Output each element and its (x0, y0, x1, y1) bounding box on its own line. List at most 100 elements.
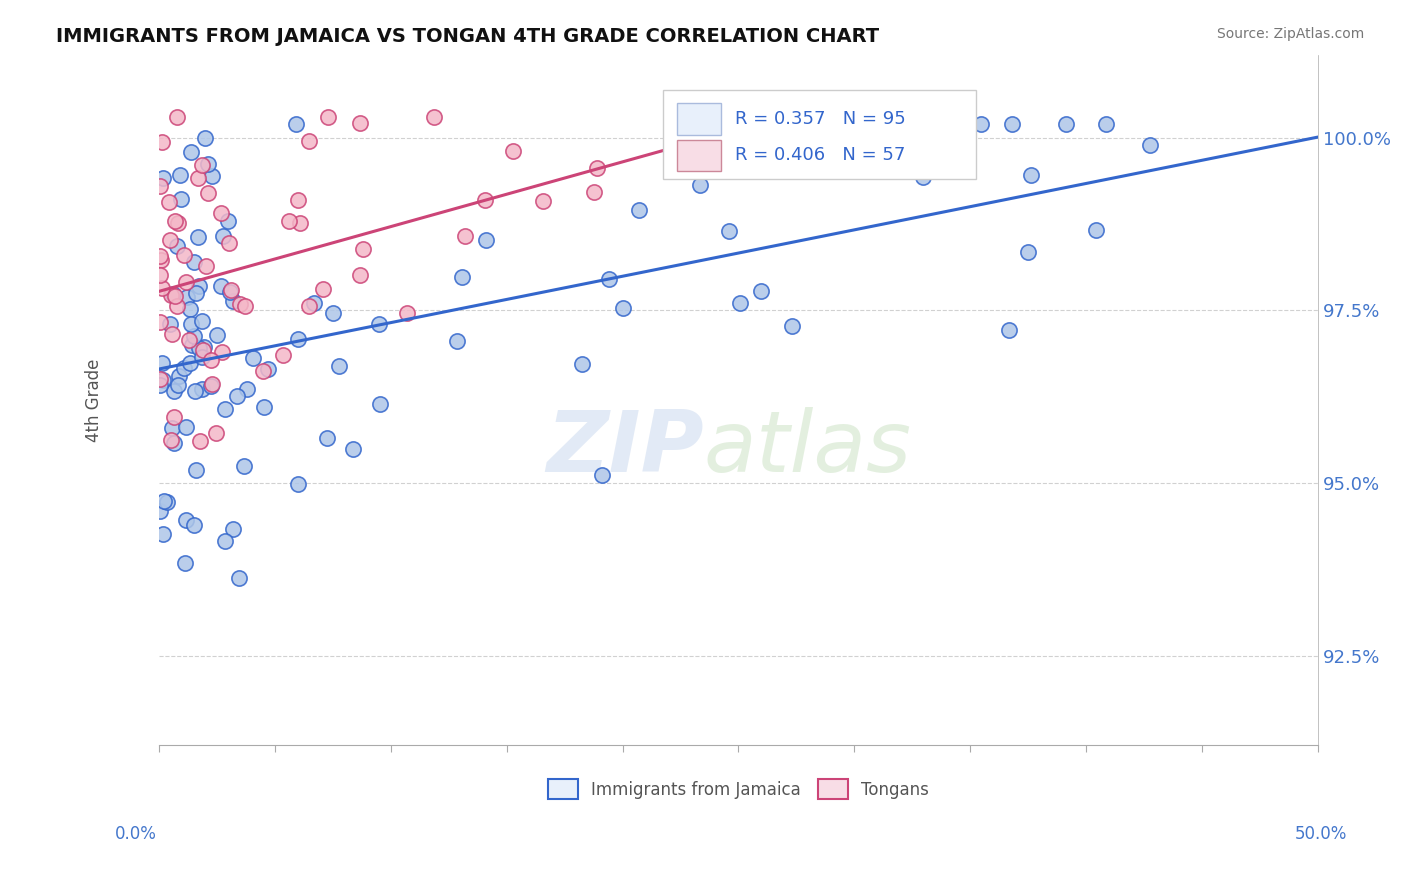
Point (970, 117, 993, 131)
Point (180, 318, 202, 332)
Point (253, 400, 276, 414)
Point (252, 364, 274, 378)
Point (174, 275, 197, 289)
Point (191, 350, 214, 364)
Point (183, 517, 205, 532)
Point (219, 285, 242, 299)
Point (177, 333, 200, 347)
Point (149, 316, 172, 330)
Text: Source: ZipAtlas.com: Source: ZipAtlas.com (1216, 27, 1364, 41)
Y-axis label: 4th Grade: 4th Grade (86, 359, 103, 442)
Point (156, 495, 179, 509)
Point (187, 170, 209, 185)
Point (232, 458, 254, 473)
Point (298, 134, 321, 148)
Point (612, 301, 634, 316)
Point (150, 135, 173, 149)
Point (163, 436, 186, 450)
Point (186, 285, 208, 300)
FancyBboxPatch shape (664, 90, 976, 179)
Point (183, 328, 205, 343)
FancyBboxPatch shape (678, 103, 721, 135)
Point (583, 185, 606, 199)
Point (912, 170, 935, 185)
Point (316, 431, 339, 445)
Point (302, 296, 325, 310)
Point (159, 433, 181, 447)
Point (352, 242, 374, 256)
Point (190, 314, 212, 328)
Point (628, 203, 651, 218)
Point (162, 287, 184, 301)
Point (531, 194, 554, 208)
Point (446, 334, 468, 348)
Point (474, 194, 496, 208)
Point (749, 284, 772, 298)
Point (197, 157, 219, 171)
Point (179, 356, 201, 370)
Point (717, 224, 740, 238)
Point (195, 259, 218, 273)
Point (149, 249, 172, 263)
Point (157, 194, 180, 209)
Point (200, 353, 222, 368)
Point (152, 171, 174, 186)
Point (188, 341, 211, 355)
Point (163, 213, 186, 227)
Point (271, 348, 294, 362)
Point (287, 476, 309, 491)
Point (184, 384, 207, 398)
Point (1139, 137, 1161, 152)
Point (222, 293, 245, 308)
Text: R = 0.406   N = 57: R = 0.406 N = 57 (735, 146, 905, 164)
Point (1001, 117, 1024, 131)
Point (454, 229, 477, 244)
Point (214, 401, 236, 416)
Point (166, 299, 188, 313)
Point (173, 361, 195, 376)
Point (571, 357, 593, 371)
Point (174, 513, 197, 527)
Point (169, 168, 191, 182)
Point (205, 327, 228, 342)
Point (180, 145, 202, 159)
Point (211, 344, 233, 359)
Point (194, 130, 217, 145)
Point (200, 378, 222, 392)
Point (221, 283, 243, 297)
Point (165, 288, 187, 302)
Point (287, 194, 309, 208)
Point (150, 281, 173, 295)
Point (176, 290, 198, 304)
Point (368, 397, 391, 411)
Point (998, 323, 1021, 337)
Point (152, 373, 174, 387)
Point (242, 351, 264, 365)
Point (217, 213, 239, 227)
Point (1019, 168, 1042, 182)
Point (188, 278, 211, 293)
Point (149, 268, 172, 282)
Point (181, 338, 204, 352)
Point (149, 378, 172, 392)
Point (322, 306, 344, 320)
Point (150, 252, 173, 267)
Point (187, 230, 209, 244)
Point (159, 233, 181, 247)
Point (1084, 223, 1107, 237)
Point (1017, 245, 1039, 260)
Point (1094, 117, 1116, 131)
Point (287, 332, 309, 346)
Text: IMMIGRANTS FROM JAMAICA VS TONGAN 4TH GRADE CORRELATION CHART: IMMIGRANTS FROM JAMAICA VS TONGAN 4TH GR… (56, 27, 879, 45)
Point (205, 426, 228, 441)
Point (190, 158, 212, 172)
Point (212, 229, 235, 244)
Point (229, 297, 252, 311)
Point (228, 571, 250, 585)
Point (368, 317, 391, 331)
Point (170, 193, 193, 207)
Point (728, 296, 751, 310)
Point (598, 272, 620, 286)
Point (150, 356, 173, 370)
Text: ZIP: ZIP (546, 407, 704, 490)
